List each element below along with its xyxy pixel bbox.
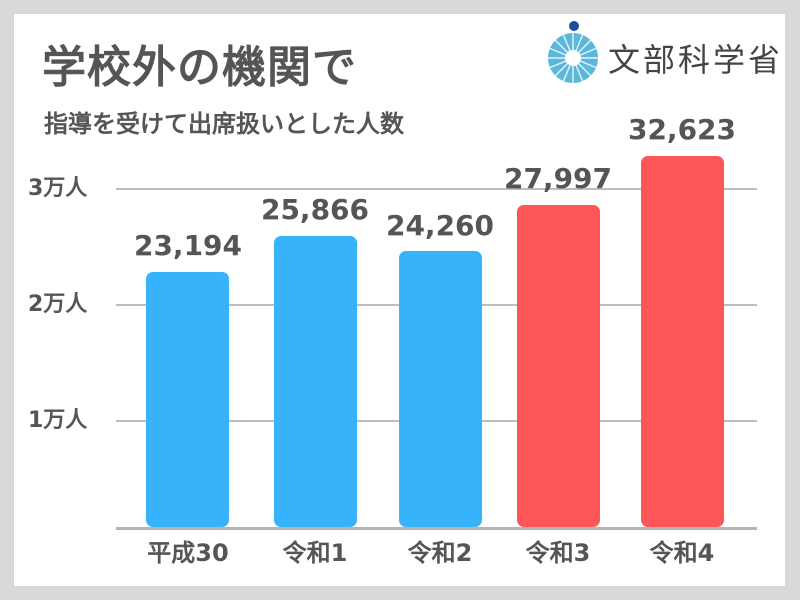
gridline bbox=[116, 188, 757, 190]
x-tick-label: 令和4 bbox=[649, 539, 715, 567]
y-tick-label: 1万人 bbox=[28, 408, 88, 433]
chart-title: 学校外の機関で bbox=[42, 42, 357, 93]
bar-value-label: 23,194 bbox=[133, 229, 243, 262]
bar-reiwa1 bbox=[274, 236, 357, 527]
bar-value-label: 27,997 bbox=[503, 162, 613, 195]
x-tick-label: 令和3 bbox=[525, 539, 591, 567]
bar-reiwa4 bbox=[641, 156, 724, 527]
bar-reiwa3 bbox=[517, 205, 600, 527]
ministry-name: 文部科学省 bbox=[608, 41, 784, 79]
bar-heisei30 bbox=[146, 272, 229, 527]
x-tick-label: 令和1 bbox=[282, 539, 348, 567]
y-tick-label: 2万人 bbox=[28, 292, 88, 317]
x-axis-baseline bbox=[116, 527, 757, 530]
bar-reiwa2 bbox=[399, 251, 482, 527]
x-tick-label: 令和2 bbox=[407, 539, 473, 567]
y-tick-label: 3万人 bbox=[28, 176, 88, 201]
bar-value-label: 32,623 bbox=[627, 113, 737, 146]
ministry-emblem-icon bbox=[548, 21, 598, 83]
bar-value-label: 24,260 bbox=[385, 209, 495, 242]
bar-value-label: 25,866 bbox=[260, 193, 370, 226]
x-tick-label: 平成30 bbox=[147, 539, 229, 567]
chart-subtitle: 指導を受けて出席扱いとした人数 bbox=[44, 110, 404, 138]
